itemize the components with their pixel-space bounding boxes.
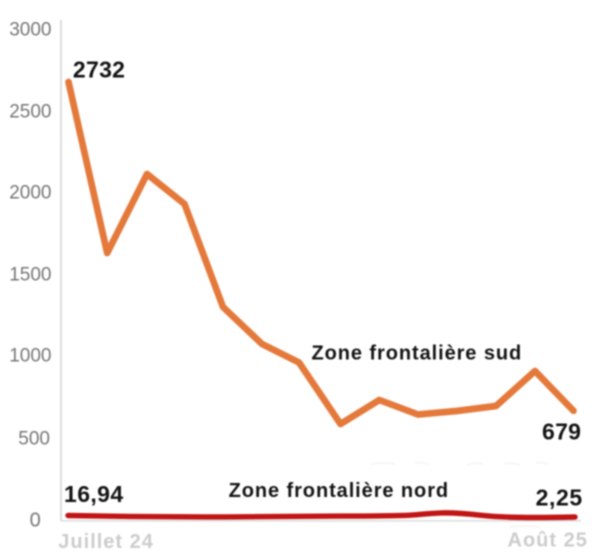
svg-text:16,94: 16,94 (64, 481, 124, 507)
svg-text:3000: 3000 (9, 19, 51, 40)
svg-text:Août 25: Août 25 (508, 529, 588, 551)
svg-text:Juillet 24: Juillet 24 (58, 531, 154, 553)
svg-text:2,25: 2,25 (536, 485, 583, 511)
svg-text:2732: 2732 (73, 57, 125, 83)
svg-text:Zone frontalière nord: Zone frontalière nord (229, 480, 449, 502)
svg-text:Zone frontalière sud: Zone frontalière sud (312, 342, 523, 364)
svg-text:679: 679 (542, 419, 581, 445)
svg-text:1500: 1500 (9, 264, 51, 285)
svg-text:2500: 2500 (9, 102, 51, 123)
svg-text:2000: 2000 (9, 182, 51, 203)
svg-text:1000: 1000 (9, 346, 51, 367)
svg-text:500: 500 (18, 429, 50, 450)
svg-text:0: 0 (30, 509, 41, 531)
